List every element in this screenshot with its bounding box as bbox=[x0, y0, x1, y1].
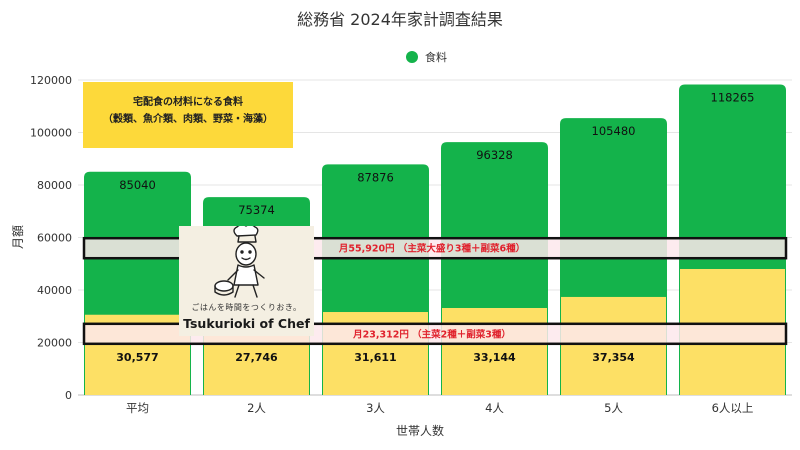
ingredient-label-3: 33,144 bbox=[473, 351, 516, 364]
y-tick-label: 80000 bbox=[37, 179, 72, 192]
total-label-4: 105480 bbox=[592, 124, 636, 138]
note-box-bg bbox=[83, 82, 293, 148]
ingredient-label-0: 30,577 bbox=[116, 351, 158, 364]
x-tick-label-1: 2人 bbox=[247, 401, 266, 415]
total-label-0: 85040 bbox=[119, 178, 156, 192]
bar-ingredient-3[interactable] bbox=[442, 307, 547, 395]
y-tick-label: 120000 bbox=[30, 74, 72, 87]
legend[interactable]: 食料 bbox=[406, 50, 447, 64]
y-tick-label: 60000 bbox=[37, 232, 72, 245]
note-box: 宅配食の材料になる食料 （穀類、魚介類、肉類、野菜・海藻） bbox=[83, 82, 293, 148]
ingredient-label-1: 27,746 bbox=[235, 351, 278, 364]
chef-illustration-icon bbox=[214, 226, 265, 298]
legend-label-food: 食料 bbox=[425, 50, 447, 64]
note-line-2: （穀類、魚介類、肉類、野菜・海藻） bbox=[103, 112, 273, 125]
x-tick-label-2: 3人 bbox=[366, 401, 385, 415]
x-tick-label-5: 6人以上 bbox=[712, 401, 754, 415]
y-tick-label: 0 bbox=[65, 389, 72, 402]
logo-name: Tsukurioki of Chef bbox=[183, 316, 310, 331]
total-label-5: 118265 bbox=[711, 91, 755, 105]
y-tick-label: 100000 bbox=[30, 127, 72, 140]
band-lower-label: 月23,312円 （主菜2種＋副菜3種） bbox=[352, 328, 511, 340]
total-label-2: 87876 bbox=[357, 170, 394, 184]
y-tick-label: 40000 bbox=[37, 284, 72, 297]
total-label-1: 75374 bbox=[238, 203, 275, 217]
legend-marker-food bbox=[406, 51, 418, 63]
chef-logo: ごはんを時間をつくりおき。 Tsukurioki of Chef bbox=[179, 226, 314, 336]
y-axis-label: 月額 bbox=[11, 225, 25, 249]
note-line-1: 宅配食の材料になる食料 bbox=[133, 95, 243, 108]
logo-tagline: ごはんを時間をつくりおき。 bbox=[191, 303, 302, 312]
chart-title: 総務省 2024年家計調査結果 bbox=[297, 10, 503, 29]
x-tick-label-3: 4人 bbox=[485, 401, 504, 415]
x-tick-labels: 平均 2人 3人 4人 5人 6人以上 bbox=[126, 401, 753, 415]
y-tick-labels: 0 20000 40000 60000 80000 100000 120000 bbox=[30, 74, 72, 402]
x-axis-label: 世帯人数 bbox=[396, 423, 444, 438]
ingredient-label-2: 31,611 bbox=[354, 351, 396, 364]
x-tick-label-4: 5人 bbox=[604, 401, 623, 415]
ingredient-label-4: 37,354 bbox=[592, 351, 635, 364]
bar-ingredient-4[interactable] bbox=[561, 296, 666, 395]
total-label-3: 96328 bbox=[476, 148, 513, 162]
band-upper-label: 月55,920円 （主菜大盛り3種＋副菜6種） bbox=[338, 243, 525, 255]
y-tick-label: 20000 bbox=[37, 337, 72, 350]
data-label-layer: 85040 30,577 75374 27,746 87876 31,611 96328 33… bbox=[116, 91, 754, 364]
x-tick-label-0: 平均 bbox=[126, 401, 149, 415]
